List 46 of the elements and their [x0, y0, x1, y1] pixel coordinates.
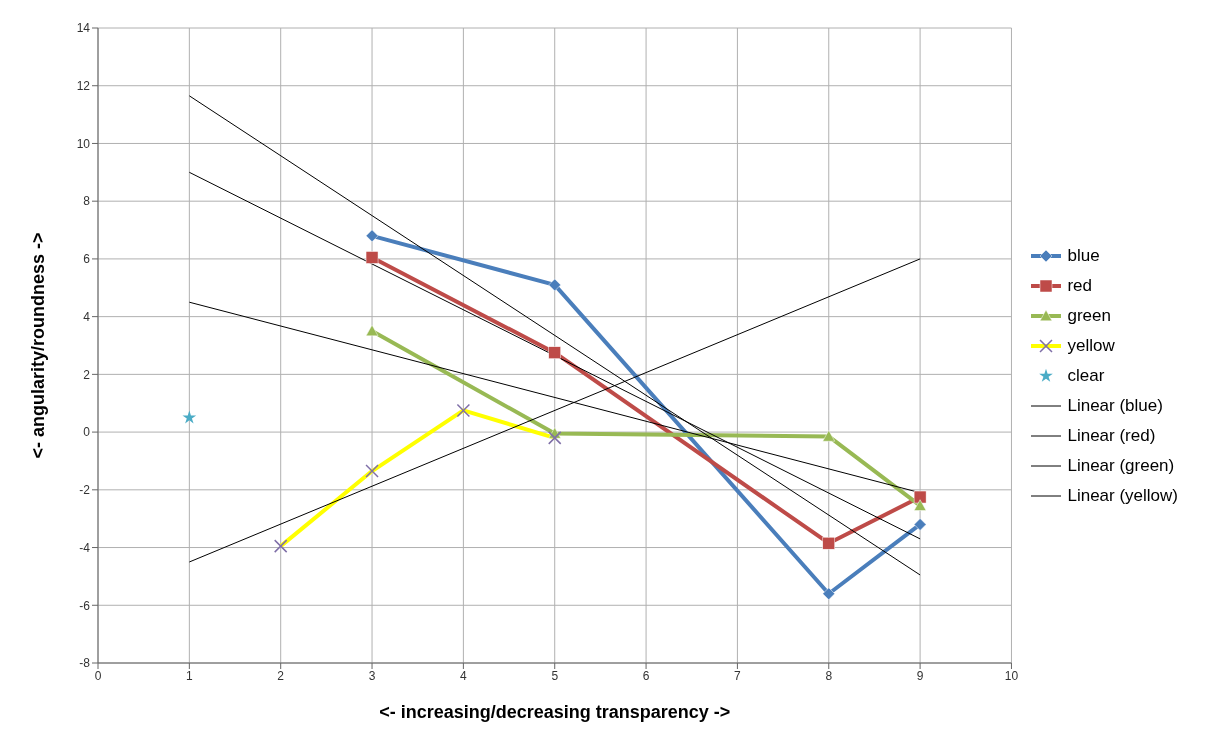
point — [548, 278, 561, 292]
point — [913, 490, 927, 504]
x-tick-label: 1 — [186, 668, 193, 683]
y-tick-label: 10 — [76, 136, 91, 151]
point — [365, 229, 379, 243]
legend-label: Linear (blue) — [1067, 395, 1163, 416]
point — [913, 518, 927, 531]
y-tick-label: -2 — [79, 483, 91, 498]
point — [182, 410, 197, 424]
x-axis-title: <- increasing/decreasing transparency -> — [379, 702, 731, 722]
x-tick-label: 10 — [1004, 668, 1019, 683]
x-tick-label: 3 — [368, 668, 376, 683]
legend-label: blue — [1067, 245, 1100, 266]
legend-label: red — [1067, 275, 1093, 296]
y-tick-label: 0 — [83, 425, 91, 440]
point — [365, 251, 379, 264]
x-tick-label: 5 — [551, 668, 559, 683]
x-tick-label: 7 — [734, 668, 742, 683]
x-tick-label: 9 — [916, 668, 924, 683]
legend-label: Linear (green) — [1067, 455, 1175, 476]
y-tick-label: -4 — [79, 540, 91, 555]
y-tick-label: 6 — [83, 252, 91, 267]
y-tick-label: -6 — [79, 598, 91, 613]
x-tick-label: 4 — [460, 668, 468, 683]
legend-label: Linear (red) — [1067, 425, 1156, 446]
x-tick-label: 6 — [642, 668, 650, 683]
y-tick-label: 12 — [76, 78, 91, 93]
x-tick-label: 0 — [94, 668, 102, 683]
point — [365, 324, 379, 337]
point — [822, 587, 836, 600]
y-tick-label: -8 — [79, 656, 91, 671]
point — [822, 536, 836, 550]
x-tick-label: 8 — [825, 668, 833, 683]
point — [548, 346, 561, 359]
y-tick-label: 4 — [83, 309, 91, 324]
y-tick-label: 2 — [83, 367, 91, 382]
y-tick-label: 14 — [76, 21, 91, 36]
legend-label: clear — [1067, 365, 1105, 386]
x-tick-label: 2 — [277, 668, 285, 683]
point — [822, 430, 836, 442]
y-tick-label: 8 — [83, 194, 91, 209]
legend-label: yellow — [1067, 335, 1115, 356]
point — [913, 499, 927, 511]
y-axis-title: <- angularity/roundness -> — [28, 232, 49, 459]
legend-label: green — [1067, 305, 1111, 326]
legend-label: Linear (yellow) — [1067, 485, 1178, 506]
